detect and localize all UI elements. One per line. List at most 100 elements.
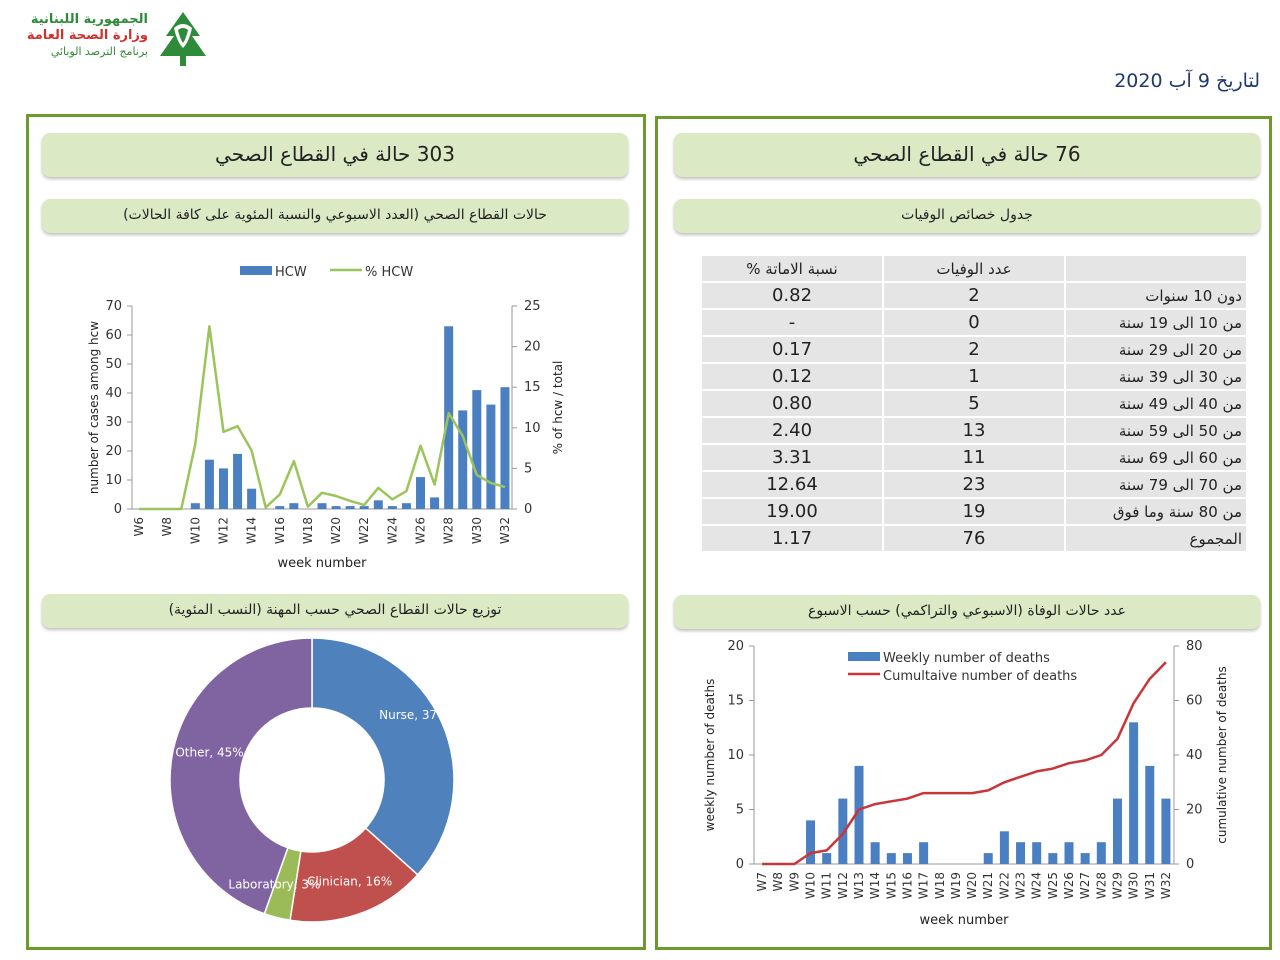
x-tick-label: W17 — [917, 872, 931, 899]
table-header-label — [1066, 256, 1246, 281]
donut-label: Nurse, 37% — [379, 708, 448, 722]
bar — [983, 853, 993, 864]
hcw-weekly-chart: 0 10 20 30 40 50 60 70 0 5 10 15 20 25 W6 W8 W10 W12 W14 W1… — [87, 265, 565, 571]
x-tick-label: W20 — [329, 517, 343, 544]
legend-label: HCW — [275, 265, 307, 280]
bar — [806, 820, 816, 864]
donut-label: Clinician, 16% — [307, 875, 392, 889]
row-label: من 40 الى 49 سنة — [1066, 391, 1246, 416]
table-header-rate: نسبة الاماتة % — [702, 256, 882, 281]
bar — [1112, 798, 1122, 864]
y-tick-label-right: 10 — [524, 421, 541, 436]
x-tick-label: W8 — [160, 517, 174, 537]
y-tick-label-left: 0 — [114, 502, 122, 517]
row-rate: 19.00 — [702, 499, 882, 524]
row-rate: 1.17 — [702, 526, 882, 551]
donut-slice — [169, 637, 313, 915]
x-tick-label: W26 — [1062, 872, 1076, 899]
bar — [233, 453, 243, 509]
row-rate: 0.17 — [702, 337, 882, 362]
bar — [1048, 853, 1058, 864]
x-tick-label: W13 — [852, 872, 866, 899]
bar — [886, 853, 896, 864]
x-tick-label: W29 — [1110, 872, 1124, 899]
x-tick-label: W7 — [755, 872, 769, 892]
bar — [458, 410, 468, 509]
deaths-total-headline: 76 حالة في القطاع الصحي — [674, 133, 1260, 177]
x-tick-label: W9 — [787, 872, 801, 892]
legend-swatch-bar — [848, 652, 880, 661]
y-tick-label-left: 40 — [105, 386, 122, 401]
table-row: من 30 الى 39 سنة 1 0.12 — [702, 364, 1246, 389]
row-rate: - — [702, 310, 882, 335]
deaths-characteristics-table: عدد الوفيات نسبة الاماتة % دون 10 سنوات 2… — [700, 254, 1248, 553]
x-tick-label: W24 — [1030, 872, 1044, 899]
x-tick-label: W8 — [771, 872, 785, 892]
y-tick-label-left: 20 — [105, 444, 122, 459]
series-line — [762, 661, 1167, 866]
x-axis-title: week number — [919, 913, 1009, 928]
x-tick-label: W14 — [245, 517, 259, 544]
row-label: من 50 الى 59 سنة — [1066, 418, 1246, 443]
bar — [416, 477, 426, 509]
x-tick-label: W31 — [1143, 872, 1157, 899]
table-header-deaths: عدد الوفيات — [884, 256, 1064, 281]
legend-swatch-bar — [240, 266, 272, 275]
row-label: من 20 الى 29 سنة — [1066, 337, 1246, 362]
donut-label: Other, 45% — [175, 745, 243, 759]
row-deaths: 0 — [884, 310, 1064, 335]
hcw-chart-title: حالات القطاع الصحي (العدد الاسبوعي والنس… — [42, 199, 628, 233]
y-tick-label-right: 40 — [1186, 748, 1203, 763]
occupation-donut-chart: Nurse, 37% Clinician, 16%Laboratory, 3% Ot… — [169, 637, 455, 923]
deaths-table-wrap: عدد الوفيات نسبة الاماتة % دون 10 سنوات 2… — [700, 254, 1248, 553]
row-deaths: 2 — [884, 283, 1064, 308]
deaths-table-title: جدول خصائص الوفيات — [674, 199, 1260, 233]
y-tick-label-right: 60 — [1186, 694, 1203, 709]
x-tick-label: W21 — [981, 872, 995, 899]
x-axis-title: week number — [277, 556, 367, 571]
row-deaths: 5 — [884, 391, 1064, 416]
y2-axis-title: cumulative number of deaths — [1215, 666, 1229, 843]
donut-label: Laboratory, 3% — [228, 878, 320, 892]
y-tick-label-right: 80 — [1186, 639, 1203, 654]
occupation-chart-title: توزيع حالات القطاع الصحي حسب المهنة (الن… — [42, 594, 628, 628]
series-line — [139, 325, 506, 511]
bar — [822, 853, 832, 864]
x-tick-label: W15 — [884, 872, 898, 899]
x-tick-label: W30 — [470, 517, 484, 544]
x-tick-label: W19 — [949, 872, 963, 899]
x-tick-label: W22 — [997, 872, 1011, 899]
bar — [387, 506, 397, 509]
bar — [401, 503, 411, 509]
legend-label: % HCW — [365, 265, 413, 280]
bar — [204, 459, 214, 509]
bar — [1064, 842, 1074, 864]
x-tick-label: W10 — [188, 517, 202, 544]
y-tick-label-right: 25 — [524, 299, 541, 314]
bar — [331, 506, 341, 509]
bar — [1016, 842, 1026, 864]
table-row: من 60 الى 69 سنة 11 3.31 — [702, 445, 1246, 470]
row-deaths: 13 — [884, 418, 1064, 443]
y-tick-label-right: 15 — [524, 380, 541, 395]
bar — [247, 488, 257, 509]
bar — [359, 506, 369, 509]
y-tick-label-right: 20 — [524, 340, 541, 355]
row-deaths: 11 — [884, 445, 1064, 470]
row-rate: 0.82 — [702, 283, 882, 308]
row-label: من 80 سنة وما فوق — [1066, 499, 1246, 524]
table-row: من 80 سنة وما فوق 19 19.00 — [702, 499, 1246, 524]
ministry-logo: الجمهورية اللبنانية وزارة الصحة العامة ب… — [14, 10, 224, 70]
bar — [838, 798, 848, 864]
table-row: من 20 الى 29 سنة 2 0.17 — [702, 337, 1246, 362]
x-tick-label: W6 — [132, 517, 146, 537]
bar — [218, 468, 228, 509]
row-label: من 60 الى 69 سنة — [1066, 445, 1246, 470]
report-date: لتاريخ 9 آب 2020 — [1114, 70, 1260, 92]
x-tick-label: W22 — [357, 517, 371, 544]
donut-slice — [311, 637, 455, 876]
hcw-total-headline: 303 حالة في القطاع الصحي — [42, 133, 628, 177]
table-row: من 50 الى 59 سنة 13 2.40 — [702, 418, 1246, 443]
row-label: من 30 الى 39 سنة — [1066, 364, 1246, 389]
bar — [1096, 842, 1106, 864]
